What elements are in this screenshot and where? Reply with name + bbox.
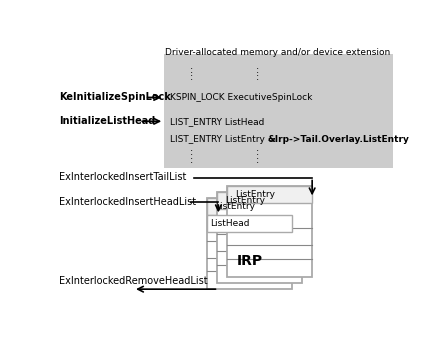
Text: ExInterlockedInsertHeadList: ExInterlockedInsertHeadList	[60, 197, 197, 207]
Text: ExInterlockedRemoveHeadList: ExInterlockedRemoveHeadList	[60, 276, 208, 286]
Text: ListHead: ListHead	[210, 219, 249, 228]
Text: :: :	[255, 65, 259, 75]
Text: KeInitializeSpinLock: KeInitializeSpinLock	[60, 92, 171, 102]
Text: :: :	[190, 155, 193, 165]
Bar	[207, 215, 292, 232]
Bar	[227, 186, 312, 203]
Text: LIST_ENTRY ListEntry =: LIST_ENTRY ListEntry =	[170, 134, 279, 144]
Bar	[207, 198, 292, 215]
Text: ListEntry: ListEntry	[225, 196, 265, 205]
Bar	[164, 54, 393, 168]
Text: KSPIN_LOCK ExecutiveSpinLock: KSPIN_LOCK ExecutiveSpinLock	[170, 93, 313, 102]
Text: :: :	[255, 155, 259, 165]
Text: ListEntry: ListEntry	[235, 190, 275, 199]
Text: :: :	[255, 72, 259, 83]
Bar	[227, 186, 312, 277]
Bar	[217, 192, 302, 209]
Text: :: :	[190, 72, 193, 83]
Text: :: :	[255, 147, 259, 157]
Text: ExInterlockedInsertTailList: ExInterlockedInsertTailList	[60, 173, 187, 183]
Text: :: :	[190, 65, 193, 75]
Text: :: :	[190, 147, 193, 157]
Text: ListEntry: ListEntry	[215, 202, 255, 211]
Text: IRP: IRP	[236, 254, 263, 268]
Text: &Irp->Tail.Overlay.ListEntry: &Irp->Tail.Overlay.ListEntry	[267, 134, 409, 144]
Text: Driver-allocated memory and/or device extension: Driver-allocated memory and/or device ex…	[166, 48, 391, 57]
Text: LIST_ENTRY ListHead: LIST_ENTRY ListHead	[170, 117, 265, 126]
Text: InitializeListHead: InitializeListHead	[60, 116, 156, 126]
Bar	[207, 198, 292, 289]
Bar	[217, 192, 302, 283]
